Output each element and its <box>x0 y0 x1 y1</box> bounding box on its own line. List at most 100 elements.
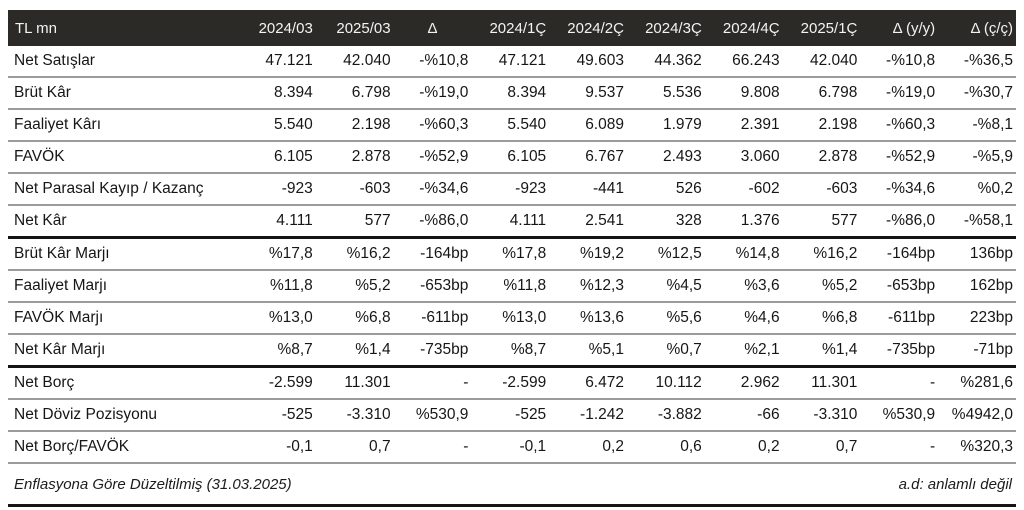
cell-value: 8.394 <box>471 76 550 109</box>
row-label: Net Borç <box>8 365 238 399</box>
header-cell: 2024/2Ç <box>549 10 627 46</box>
cell-value: 8.394 <box>238 76 316 109</box>
row-label: FAVÖK <box>8 140 238 173</box>
cell-value: %14,8 <box>704 236 783 270</box>
header-row: TL mn 2024/03 2025/03 Δ 2024/1Ç 2024/2Ç 2024/3… <box>8 10 1016 46</box>
footnote-inflation-adjusted: Enflasyona Göre Düzeltilmiş (31.03.2025) <box>14 475 292 493</box>
cell-value: - <box>393 365 472 399</box>
cell-value: %2,1 <box>704 333 783 367</box>
table-row-profit-loss-0: Net Satışlar 47.121 42.040 -%10,8 47.121 49.6… <box>8 46 1016 77</box>
row-label: Net Borç/FAVÖK <box>8 430 238 463</box>
table-row-margins-2: FAVÖK Marjı %13,0 %6,8 -611bp %13,0 %13,6 %5,6… <box>8 301 1016 334</box>
cell-value: %12,5 <box>626 236 705 270</box>
cell-value: %6,8 <box>782 301 861 334</box>
cell-value: 577 <box>315 204 394 238</box>
table-row-debt-2: Net Borç/FAVÖK -0,1 0,7- -0,1 0,2 0,6 0,2 0,7-%… <box>8 430 1016 463</box>
cell-value: 526 <box>626 172 705 205</box>
cell-value: -923 <box>471 172 550 205</box>
cell-value: -%36,5 <box>963 52 1013 69</box>
table-row-profit-loss-4: Net Parasal Kayıp / Kazanç -923 -603 -%34,6… <box>8 172 1016 205</box>
cell-value: %4,6 <box>704 301 783 334</box>
cell-value: 2.198 <box>782 108 861 141</box>
cell-value: -735bp <box>860 333 939 367</box>
cell-value: %16,2 <box>315 236 394 270</box>
table-row-profit-loss-3: FAVÖK 6.105 2.878 -%52,9 6.105 6.767 2.493 3.06… <box>8 140 1016 173</box>
cell-value: 0,7 <box>315 430 394 463</box>
cell-value: 2.962 <box>704 365 783 399</box>
cell-value: -%19,0 <box>393 76 472 109</box>
cell-value: %320,3 <box>938 430 1016 463</box>
cell-value: 1.376 <box>704 204 783 238</box>
cell-value: 5.540 <box>238 108 316 141</box>
cell-value: 6.105 <box>471 140 550 173</box>
header-cell: Δ <box>393 10 472 46</box>
cell-value: %1,4 <box>782 333 861 367</box>
row-label: Faaliyet Kârı <box>8 108 238 141</box>
financials-table: TL mn 2024/03 2025/03 Δ 2024/1Ç 2024/2Ç 2024/3… <box>8 10 1016 464</box>
header-cell: 2025/1Ç <box>782 10 861 46</box>
cell-value: 3.060 <box>704 140 783 173</box>
cell-value: 0,6 <box>626 430 705 463</box>
cell-value: 2.878 <box>782 140 861 173</box>
cell-value: 162bp <box>938 269 1016 302</box>
cell-value: -735bp <box>393 333 472 367</box>
row-label: Brüt Kâr Marjı <box>8 236 238 270</box>
cell-value: 577 <box>782 204 861 238</box>
cell-value: 328 <box>626 204 705 238</box>
cell-value: 6.472 <box>549 365 627 399</box>
cell-value: %5,2 <box>315 269 394 302</box>
table-row-debt-0: Net Borç -2.599 11.301- -2.599 6.472 10.112 2.… <box>8 365 1016 399</box>
cell-value: %17,8 <box>238 236 316 270</box>
table-row-profit-loss-1: Brüt Kâr 8.394 6.798 -%19,0 8.394 9.537 5.536 9… <box>8 76 1016 109</box>
cell-value: 2.878 <box>315 140 394 173</box>
header-cell: 2024/03 <box>238 10 316 46</box>
cell-value: -%86,0 <box>860 204 939 238</box>
cell-value: -3.310 <box>315 398 394 431</box>
cell-value: -653bp <box>860 269 939 302</box>
cell-value: 42.040 <box>343 52 391 69</box>
header-cell-unit: TL mn <box>8 10 238 46</box>
cell-value: 11.301 <box>782 365 861 399</box>
cell-value: %11,8 <box>471 269 550 302</box>
cell-value: -923 <box>238 172 316 205</box>
table-body: Net Satışlar 47.121 42.040 -%10,8 47.121 49.6… <box>8 46 1016 463</box>
cell-value: - <box>860 430 939 463</box>
cell-value: 6.798 <box>315 76 394 109</box>
cell-value: -%5,9 <box>938 140 1016 173</box>
cell-value: 5.540 <box>471 108 550 141</box>
cell-value: 5.536 <box>626 76 705 109</box>
row-label: Net Kâr <box>8 204 238 238</box>
cell-value: -3.310 <box>782 398 861 431</box>
cell-value: 0,2 <box>704 430 783 463</box>
cell-value: %530,9 <box>860 398 939 431</box>
cell-value: -0,1 <box>471 430 550 463</box>
cell-value: -164bp <box>860 236 939 270</box>
cell-value: 1.979 <box>626 108 705 141</box>
cell-value: 11.301 <box>315 365 394 399</box>
cell-value: %1,4 <box>315 333 394 367</box>
table-footnotes: Enflasyona Göre Düzeltilmiş (31.03.2025)… <box>8 464 1016 507</box>
cell-value: - <box>393 430 472 463</box>
cell-value: -0,1 <box>238 430 316 463</box>
cell-value: -%10,8 <box>419 52 469 69</box>
cell-value: -%52,9 <box>393 140 472 173</box>
header-cell: 2024/1Ç <box>471 10 550 46</box>
row-label: FAVÖK Marjı <box>8 301 238 334</box>
cell-value: %8,7 <box>238 333 316 367</box>
cell-value: -603 <box>782 172 861 205</box>
cell-value: 2.198 <box>315 108 394 141</box>
cell-value: %4,5 <box>626 269 705 302</box>
row-label: Brüt Kâr <box>8 76 238 109</box>
cell-value: -%30,7 <box>938 76 1016 109</box>
table-row-margins-0: Brüt Kâr Marjı %17,8 %16,2 -164bp %17,8 %19,2… <box>8 236 1016 270</box>
cell-value: %11,8 <box>238 269 316 302</box>
cell-value: -%86,0 <box>393 204 472 238</box>
row-label: Net Parasal Kayıp / Kazanç <box>8 172 238 205</box>
cell-value: -653bp <box>393 269 472 302</box>
cell-value: %4942,0 <box>938 398 1016 431</box>
cell-value: -%10,8 <box>886 52 936 69</box>
cell-value: 2.541 <box>549 204 627 238</box>
cell-value: -%52,9 <box>860 140 939 173</box>
table-row-margins-3: Net Kâr Marjı %8,7 %1,4 -735bp %8,7 %5,1 %0,7%… <box>8 333 1016 367</box>
cell-value: %17,8 <box>471 236 550 270</box>
